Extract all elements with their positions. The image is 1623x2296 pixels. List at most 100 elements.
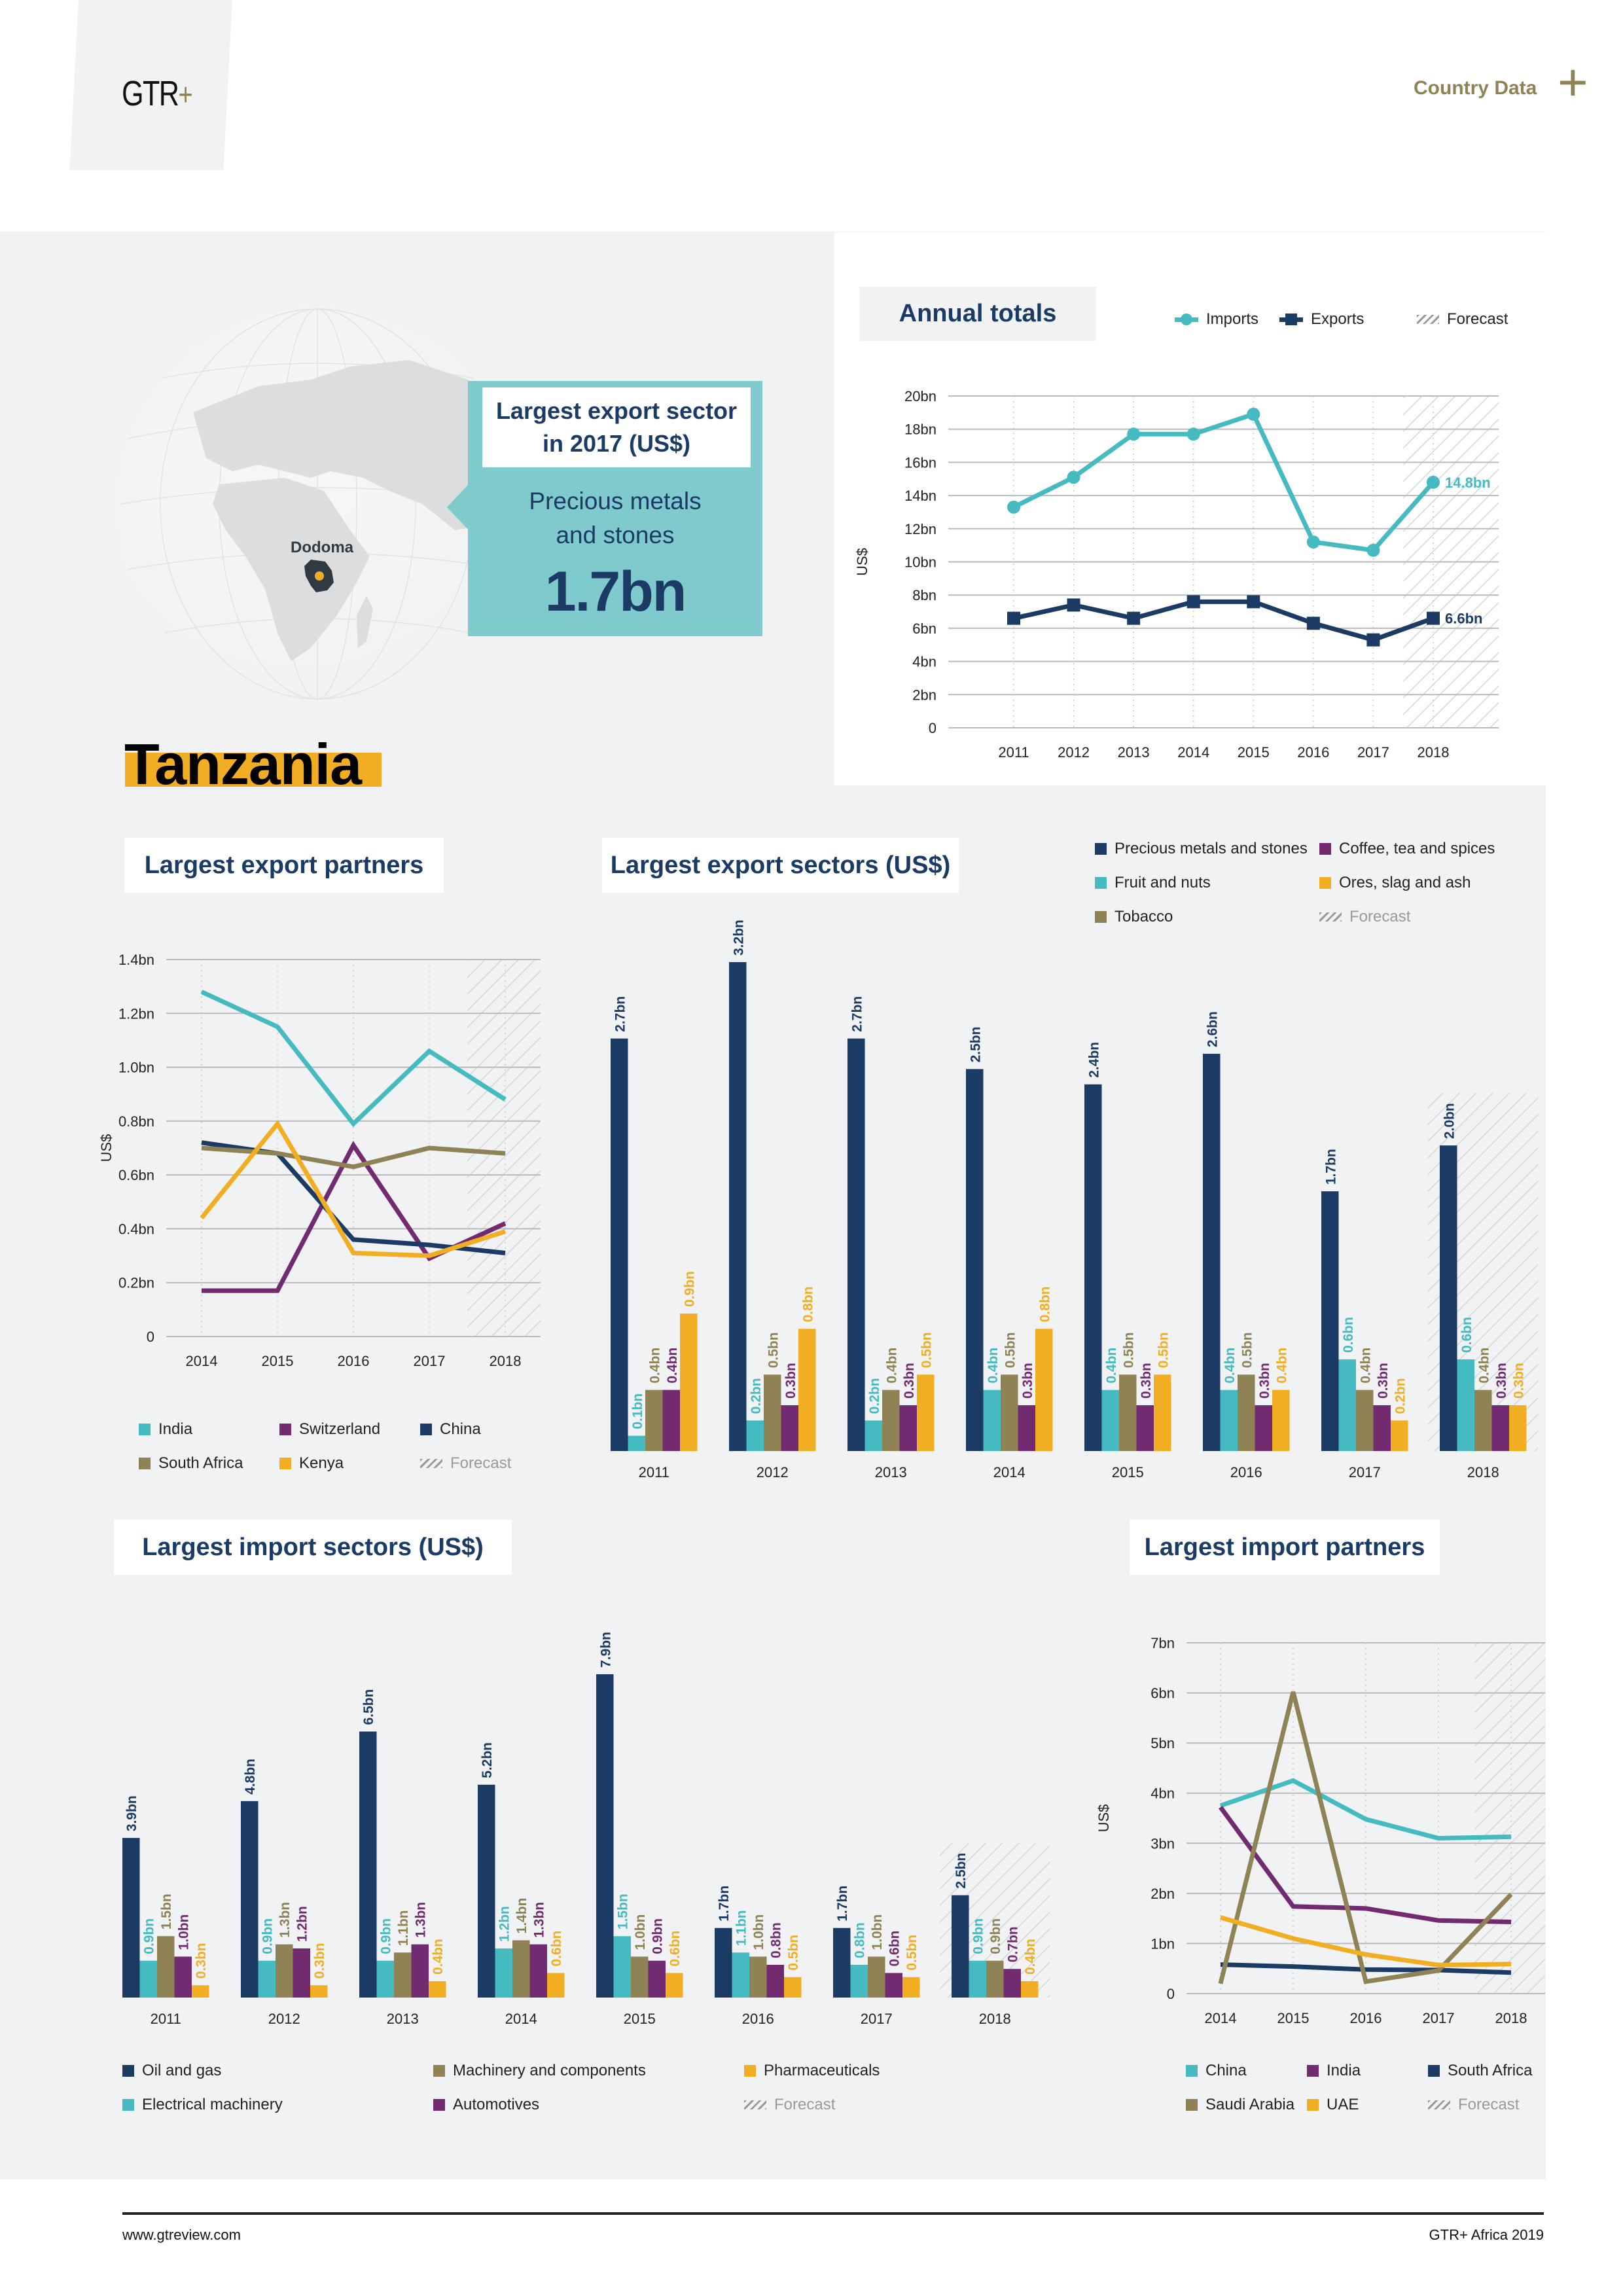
highlight-sector: Precious metals and stones	[468, 484, 762, 552]
y-axis-label: US$	[98, 1134, 115, 1162]
end-label-imports: 14.8bn	[1445, 475, 1491, 491]
y-tick-label: 3bn	[1150, 1835, 1175, 1852]
y-tick-label: 4bn	[1150, 1785, 1175, 1802]
legend-label: China	[440, 1420, 481, 1438]
x-tick-label: 2015	[1238, 744, 1270, 761]
bar-automotives	[648, 1960, 666, 1998]
y-tick-label: 6bn	[912, 620, 936, 637]
annual-totals-chart: 0 2bn 4bn 6bn 8bn 10bn 12bn 14bn 16bn 18bn 20bn 201…	[854, 388, 1499, 761]
legend-label: Oil and gas	[142, 2062, 222, 2079]
legend-label: India	[158, 1420, 193, 1438]
legend-label: Pharmaceuticals	[764, 2062, 880, 2079]
x-tick-label: 2017	[861, 2011, 893, 2027]
y-tick-label: 16bn	[904, 454, 936, 471]
bar-value-label: 0.6bn	[668, 1931, 683, 1967]
x-tick-label: 2016	[1350, 2010, 1382, 2026]
bar-precious-metals-and-stones	[1203, 1054, 1221, 1451]
y-tick-label: 5bn	[1150, 1735, 1175, 1751]
bar-ores-slag-and-ash	[917, 1374, 935, 1451]
data-point-exports	[1366, 633, 1380, 647]
legend-item-saudi-arabia: Saudi Arabia	[1186, 2096, 1307, 2114]
bar-value-label: 2.5bn	[968, 1027, 983, 1063]
bar-value-label: 0.9bn	[682, 1271, 697, 1307]
data-point-exports	[1186, 595, 1200, 609]
y-tick-label: 1.0bn	[118, 1060, 154, 1076]
series-line-uae	[1220, 1915, 1512, 1967]
bar-value-label: 1.1bn	[734, 1910, 749, 1946]
footer-publication: GTR+ Africa 2019	[1429, 2227, 1544, 2243]
bar-value-label: 2.6bn	[1205, 1011, 1220, 1047]
legend-forecast-label: Forecast	[1447, 310, 1508, 328]
bar-precious-metals-and-stones	[847, 1038, 865, 1451]
series-line-kenya	[200, 1119, 507, 1259]
x-tick-label: 2014	[1205, 2010, 1237, 2026]
x-tick-label: 2017	[1349, 1464, 1381, 1480]
bar-value-label: 0.4bn	[647, 1348, 662, 1384]
bar-automotives	[411, 1944, 429, 1998]
legend-swatch-icon	[1319, 843, 1331, 855]
x-tick-label: 2013	[875, 1464, 907, 1480]
x-tick-label: 2015	[624, 2011, 656, 2027]
x-tick-label: 2011	[639, 1464, 669, 1480]
bar-value-label: 1.5bn	[159, 1893, 174, 1929]
forecast-region	[1474, 1643, 1545, 1994]
bar-fruit-and-nuts	[1338, 1359, 1356, 1451]
y-tick-label: 0	[147, 1329, 154, 1345]
legend-label: Machinery and components	[453, 2062, 646, 2079]
data-point-exports	[1247, 595, 1260, 609]
bar-value-label: 0.5bn	[1240, 1332, 1255, 1368]
bar-value-label: 5.2bn	[480, 1742, 495, 1778]
bar-value-label: 1.1bn	[396, 1910, 411, 1946]
y-tick-label: 8bn	[912, 587, 936, 603]
bar-pharmaceuticals	[310, 1985, 328, 1998]
series-line-india	[1219, 1806, 1512, 1925]
bar-ores-slag-and-ash	[1272, 1390, 1290, 1451]
data-point-imports	[1067, 471, 1080, 484]
bar-automotives	[885, 1973, 902, 1998]
bar-value-label: 0.5bn	[766, 1332, 781, 1368]
y-tick-label: 0.4bn	[118, 1221, 154, 1237]
gtr-logo[interactable]: GTR+	[122, 73, 193, 114]
bar-coffee-tea-and-spices	[1373, 1405, 1391, 1451]
data-point-exports	[1127, 611, 1141, 625]
legend-swatch-icon	[1095, 877, 1107, 889]
bar-electrical-machinery	[732, 1952, 749, 1998]
legend-item-ores-slag-and-ash: Ores, slag and ash	[1319, 874, 1544, 892]
highlight-title: Largest export sector in 2017 (US$)	[482, 387, 751, 467]
bar-oil-and-gas	[596, 1674, 614, 1998]
bar-automotives	[1003, 1969, 1021, 1998]
y-axis-label: US$	[1096, 1804, 1112, 1833]
y-tick-label: 18bn	[904, 422, 936, 438]
bar-fruit-and-nuts	[1101, 1390, 1119, 1451]
legend-item-india: India	[1307, 2062, 1428, 2080]
bar-machinery-and-components	[631, 1956, 649, 1998]
legend-label: Forecast	[774, 2096, 836, 2113]
bar-fruit-and-nuts	[628, 1435, 645, 1451]
series-line-saudi-arabia	[1218, 1691, 1513, 1984]
bar-coffee-tea-and-spices	[1255, 1405, 1272, 1451]
x-tick-label: 2015	[1112, 1464, 1144, 1480]
bar-value-label: 0.2bn	[1393, 1378, 1408, 1414]
legend-exports: Exports	[1279, 310, 1364, 329]
bar-value-label: 0.4bn	[1274, 1348, 1289, 1384]
bar-ores-slag-and-ash	[680, 1313, 698, 1451]
bar-value-label: 1.2bn	[295, 1906, 310, 1942]
legend-label: Precious metals and stones	[1115, 840, 1308, 857]
y-tick-label: 7bn	[1150, 1635, 1175, 1651]
y-tick-label: 12bn	[904, 521, 936, 537]
legend-item-china: China	[420, 1420, 561, 1439]
bar-value-label: 0.5bn	[1121, 1332, 1136, 1368]
legend-swatch-icon	[122, 2065, 134, 2077]
forecast-hatch-icon	[420, 1459, 442, 1468]
legend-item-india: India	[139, 1420, 279, 1439]
bar-oil-and-gas	[833, 1928, 851, 1998]
legend-item-forecast: Forecast	[1319, 908, 1544, 926]
bar-value-label: 0.8bn	[1037, 1286, 1052, 1322]
legend-item-fruit-and-nuts: Fruit and nuts	[1095, 874, 1319, 892]
bar-value-label: 2.4bn	[1086, 1042, 1101, 1078]
y-tick-label: 0.6bn	[118, 1167, 154, 1183]
legend-item-forecast: Forecast	[1428, 2096, 1549, 2114]
highlight-value: 1.7bn	[544, 560, 687, 623]
footer-website-link[interactable]: www.gtreview.com	[122, 2227, 241, 2243]
legend-item-switzerland: Switzerland	[279, 1420, 420, 1439]
